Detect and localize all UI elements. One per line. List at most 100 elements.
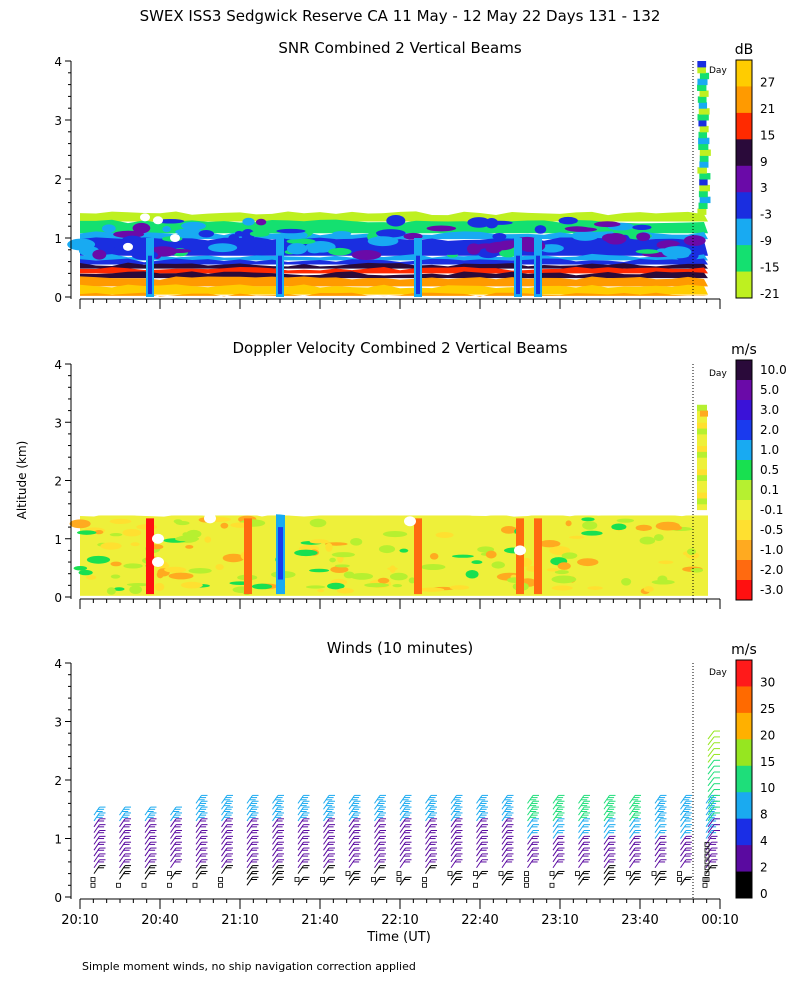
doppler-patch [577,558,599,567]
doppler-patch [106,587,116,595]
wind-barb-staff [425,830,432,839]
y-tick-label: 4 [54,55,62,69]
wind-barb-staff [552,836,559,845]
doppler-patch [110,574,121,579]
wind-barb-staff [654,847,661,857]
snr-patch [132,222,151,234]
colorbar-label: 3 [760,181,768,195]
snr-upper-column [698,102,708,109]
wind-barb-staff [119,871,126,880]
colorbar-frame [735,359,753,601]
snr-patch [67,238,96,251]
doppler-patch [164,566,187,573]
colorbar-swatch [736,271,752,299]
doppler-patch [109,518,132,525]
wind-barb-staff [399,830,406,839]
calm-wind-marker [626,871,631,876]
colorbar-label: 10 [760,781,775,795]
wind-barb-staff [399,859,406,869]
snr-missing-data [153,216,163,225]
doppler-patch [343,571,355,579]
wind-barb-staff [527,853,534,863]
doppler-patch [420,563,446,571]
wind-barb-staff [93,859,100,869]
calm-wind-marker [549,882,555,888]
wind-barb-staff [272,818,279,828]
calm-wind-marker [524,877,529,882]
wind-barb-staff [425,824,432,833]
snr-patch [566,227,598,232]
snr-patch [101,224,116,233]
colorbar-label: 1.0 [760,443,779,457]
wind-barb-staff [119,830,126,839]
doppler-patch [220,522,229,529]
calm-wind-marker [422,877,427,882]
wind-barb-staff [297,818,304,828]
doppler-patch [491,561,505,569]
wind-barb-staff [552,853,559,863]
wind-barb-staff [707,730,715,740]
snr-upper-column [697,84,707,91]
snr-upper-column [698,120,707,127]
wind-barb-staff [578,836,585,845]
wind-barb-staff [629,830,636,839]
wind-barb-staff [144,824,151,833]
doppler-upper-column [697,404,707,412]
calm-wind-marker [167,871,172,876]
doppler-patch [156,571,164,579]
wind-barb-staff [578,818,585,828]
wind-barb-staff [374,824,381,833]
doppler-patch [173,519,183,524]
wind-barb-staff [654,841,661,851]
doppler-upper-column [697,492,707,499]
snr-patch [208,243,238,253]
colorbar-swatch [736,540,752,561]
y-tick-label: 0 [54,291,62,305]
doppler-patch [418,587,445,592]
panel-title: SNR Combined 2 Vertical Beams [278,39,521,57]
wind-barb-staff [603,818,610,828]
wind-barb-staff [323,877,330,886]
doppler-patch [382,531,408,538]
colorbar-swatch [736,112,752,140]
doppler-patch [539,540,561,548]
wind-barb-staff [425,847,432,857]
wind-barb-staff [527,830,534,839]
wind-barb-staff [195,824,202,833]
wind-barb-staff [399,824,406,833]
doppler-patch [309,568,330,573]
snr-upper-column [699,72,710,80]
wind-barb-staff [195,871,202,880]
snr-upper-column [698,108,710,115]
colorbar-label: 20 [760,728,775,742]
wind-barb-staff [374,847,381,857]
wind-barb-staff [501,877,508,886]
calm-wind-marker [524,871,529,876]
wind-barb-staff [323,818,330,828]
calm-wind-marker [702,882,708,888]
calm-wind-marker [677,877,682,882]
wind-barb-staff [297,824,304,833]
snr-patch [426,225,457,232]
wind-barb-staff [246,818,253,828]
doppler-patch [317,589,325,593]
snr-patch [234,230,244,237]
doppler-patch [350,573,374,580]
doppler-patch [611,523,627,531]
wind-barb-staff [119,824,126,833]
wind-barb-staff [654,824,661,833]
doppler-patch [215,564,224,570]
wind-barb-staff [707,765,715,775]
snr-upper-column [699,90,709,97]
doppler-missing-data [152,533,164,544]
snr-upper-column [699,125,709,133]
colorbar-label: 30 [760,675,775,689]
wind-barb-staff [707,795,715,804]
doppler-patch [429,552,439,560]
doppler-patch [621,577,632,586]
doppler-patch [168,572,194,580]
wind-barb-staff [144,859,151,869]
colorbar-label: -1.0 [760,543,783,557]
